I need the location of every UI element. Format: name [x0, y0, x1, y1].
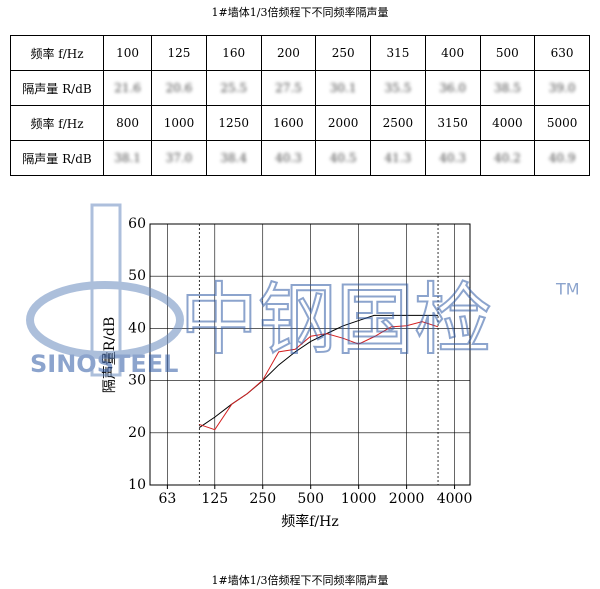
y-tick-label: 20: [128, 425, 146, 441]
table-cell: 27.5: [260, 70, 317, 106]
x-tick-label: 1000: [341, 491, 377, 507]
table-cell: 38.1: [102, 140, 153, 176]
y-tick-label: 60: [128, 216, 146, 232]
table-cell: 40.2: [479, 140, 536, 176]
data-table: 频率 f/Hz 100 125 160 200 250 315 400 500 630 隔声量 R/…: [10, 35, 590, 176]
table-row: 频率 f/Hz 800 1000 1250 1600 2000 2500 3150 4000 50…: [10, 105, 590, 141]
y-tick-label: 10: [128, 477, 146, 493]
table-cell: 30.1: [315, 70, 372, 106]
table-cell: 630: [534, 35, 590, 71]
table-cell: 41.3: [370, 140, 426, 176]
table-cell: 37.0: [151, 140, 207, 176]
watermark-text: 中钢国检: [180, 275, 492, 365]
table-cell: 400: [424, 35, 481, 71]
x-tick-label: 63: [158, 491, 176, 507]
table-cell: 125: [151, 35, 207, 71]
table-cell: 40.3: [424, 140, 481, 176]
x-tick-label: 250: [249, 491, 276, 507]
logo-text: SINOSTEEL: [30, 350, 178, 378]
table-row: 隔声量 R/dB 21.6 20.6 25.5 27.5 30.1 35.5 36.0 38.5…: [10, 70, 590, 106]
y-tick-label: 40: [128, 320, 146, 336]
table-cell: 38.5: [479, 70, 536, 106]
plot-frame: [149, 223, 471, 486]
table-cell: 25.5: [205, 70, 262, 106]
table-row: 频率 f/Hz 100 125 160 200 250 315 400 500 630: [10, 35, 590, 71]
table-cell: 160: [205, 35, 262, 71]
x-tick-label: 2000: [389, 491, 425, 507]
row-header: 隔声量 R/dB: [10, 140, 104, 176]
x-tick-label: 125: [201, 491, 228, 507]
title: 1#墙体1/3倍频程下不同频率隔声量: [211, 6, 389, 19]
y-tick-label: 50: [128, 268, 146, 284]
table-cell: 5000: [534, 105, 590, 141]
series-line: [199, 321, 439, 431]
table-cell: 800: [102, 105, 153, 141]
table-row: 隔声量 R/dB 38.1 37.0 38.4 40.3 40.5 41.3 40.3 40.2…: [10, 140, 590, 176]
table-cell: 40.9: [534, 140, 590, 176]
y-tick-label: 30: [128, 373, 146, 389]
table-cell: 1600: [260, 105, 317, 141]
table-cell: 100: [102, 35, 153, 71]
caption: 1#墙体1/3倍频程下不同频率隔声量: [211, 574, 389, 587]
table-cell: 21.6: [102, 70, 153, 106]
x-tick-label: 500: [297, 491, 324, 507]
table-cell: 36.0: [424, 70, 481, 106]
table-cell: 40.3: [260, 140, 317, 176]
table-cell: 38.4: [205, 140, 262, 176]
watermark: SINOSTEEL 中钢国检 TM: [26, 203, 580, 378]
table-cell: 20.6: [151, 70, 207, 106]
table-cell: 315: [370, 35, 426, 71]
logo-ring: [26, 281, 184, 359]
trademark: TM: [555, 280, 580, 299]
table-cell: 40.5: [315, 140, 372, 176]
x-axis-label: 频率f/Hz: [281, 513, 338, 530]
table-cell: 39.0: [534, 70, 590, 106]
logo-shape: [90, 203, 122, 377]
x-tick-label: 4000: [437, 491, 473, 507]
row-header: 频率 f/Hz: [10, 35, 104, 71]
table-cell: 4000: [479, 105, 536, 141]
row-header: 隔声量 R/dB: [10, 70, 104, 106]
